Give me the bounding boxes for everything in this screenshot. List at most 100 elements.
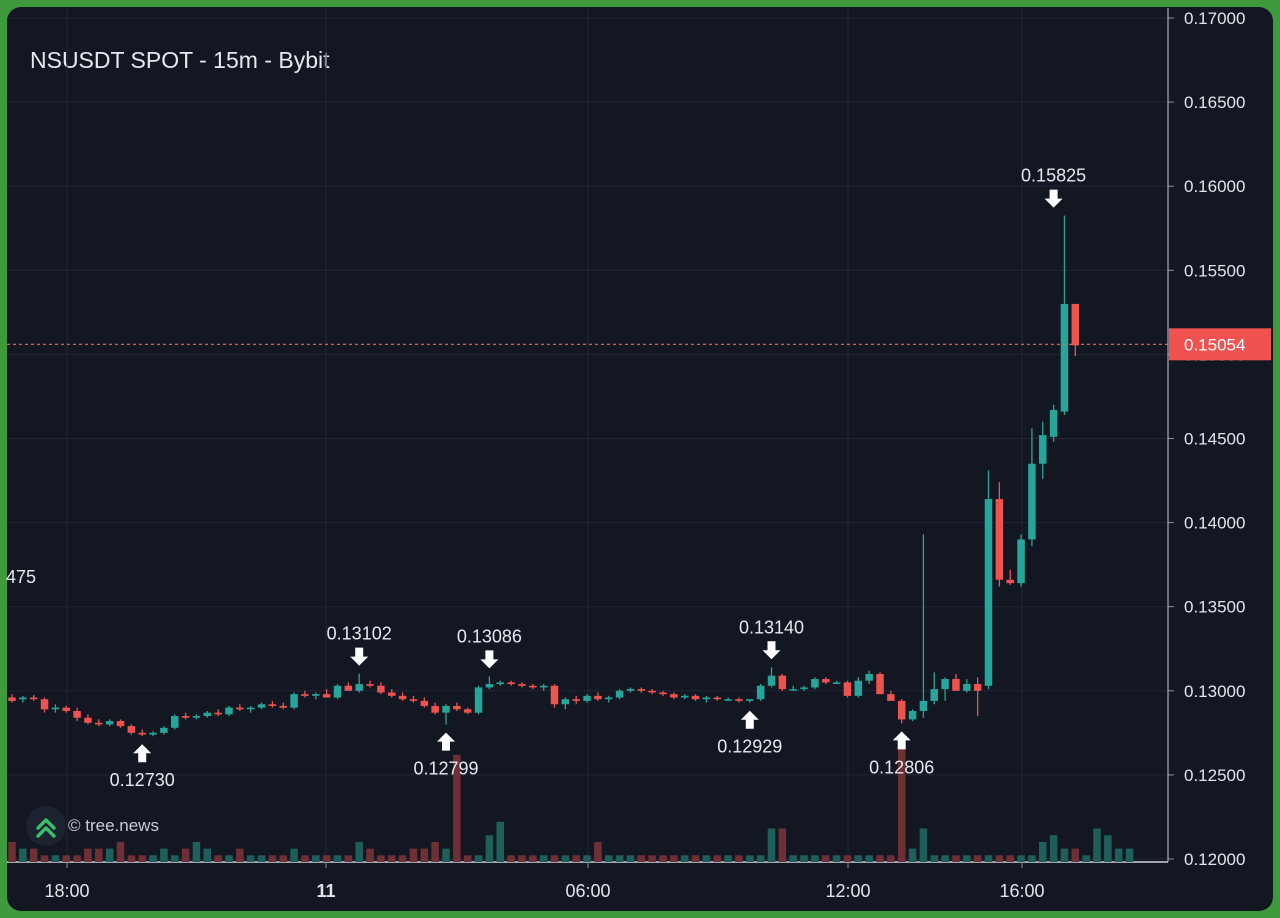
candle-body bbox=[1071, 303, 1080, 346]
volume-bar bbox=[246, 855, 255, 862]
candle-body bbox=[236, 707, 244, 710]
candle-body bbox=[388, 692, 396, 696]
candle-body bbox=[832, 682, 841, 684]
candle-body bbox=[1060, 303, 1069, 412]
candle-body bbox=[312, 694, 320, 696]
volume-bar bbox=[138, 855, 146, 862]
volume-bar bbox=[116, 841, 125, 862]
volume-bar bbox=[51, 855, 60, 862]
volume-bar bbox=[963, 855, 971, 862]
volume-bar bbox=[1114, 848, 1123, 862]
volume-bar bbox=[822, 855, 830, 862]
y-tick-label: 0.14500 bbox=[1184, 430, 1245, 449]
volume-bar bbox=[377, 855, 385, 862]
chart-title: NSUSDT SPOT - 15m - Bybit bbox=[30, 47, 330, 73]
volume-bar bbox=[811, 855, 819, 862]
candle-body bbox=[95, 722, 103, 725]
candle-body bbox=[62, 707, 70, 711]
candle-body bbox=[214, 712, 222, 715]
candle-body bbox=[973, 684, 982, 691]
credit-label: © tree.news bbox=[68, 816, 159, 835]
x-tick-label: 18:00 bbox=[44, 881, 89, 901]
candle-body bbox=[572, 699, 580, 701]
y-tick-label: 0.16000 bbox=[1184, 177, 1245, 196]
candle-body bbox=[333, 685, 342, 698]
volume-bar bbox=[203, 848, 212, 862]
candle-body bbox=[192, 716, 201, 718]
volume-bar bbox=[897, 741, 906, 862]
candle-body bbox=[301, 694, 309, 696]
volume-bar bbox=[691, 855, 700, 862]
candle-body bbox=[789, 689, 797, 691]
x-tick-label: 11 bbox=[316, 881, 335, 901]
volume-bar bbox=[550, 855, 559, 862]
candle-body bbox=[507, 682, 515, 685]
y-tick-label: 0.12500 bbox=[1184, 766, 1245, 785]
candle-body bbox=[138, 732, 146, 735]
volume-bar bbox=[529, 855, 537, 862]
candle-body bbox=[1028, 463, 1036, 540]
candle-body bbox=[539, 685, 548, 688]
y-tick-label: 0.15500 bbox=[1184, 261, 1245, 280]
candle-body bbox=[822, 679, 830, 683]
volume-bar bbox=[290, 848, 298, 862]
volume-bar bbox=[832, 855, 841, 862]
candle-body bbox=[615, 690, 624, 698]
volume-bar bbox=[941, 855, 949, 862]
candle-body bbox=[409, 699, 418, 701]
volume-bar bbox=[398, 855, 407, 862]
volume-bar bbox=[670, 855, 678, 862]
tree-news-logo bbox=[26, 806, 66, 846]
volume-bar bbox=[659, 855, 667, 862]
candle-body bbox=[930, 689, 938, 701]
volume-bar bbox=[322, 855, 331, 862]
candle-body bbox=[941, 679, 949, 690]
arrow-up-icon bbox=[892, 731, 911, 750]
volume-bar bbox=[388, 855, 396, 862]
candle-body bbox=[605, 697, 613, 700]
double-chevron-up-icon bbox=[36, 818, 56, 838]
candle-body bbox=[181, 716, 190, 718]
candle-body bbox=[680, 695, 689, 698]
volume-bar bbox=[854, 855, 863, 862]
candle-body bbox=[756, 685, 765, 700]
candle-body bbox=[854, 680, 863, 696]
volume-bar bbox=[572, 855, 580, 862]
candle-body bbox=[355, 684, 363, 691]
candle-body bbox=[735, 699, 743, 701]
y-tick-label: 0.17000 bbox=[1184, 9, 1245, 28]
volume-bar bbox=[463, 855, 472, 862]
volume-bar bbox=[876, 855, 884, 862]
candle-body bbox=[463, 709, 472, 713]
candle-body bbox=[474, 687, 483, 713]
candle-body bbox=[778, 675, 787, 690]
candle-body bbox=[637, 689, 646, 691]
cut-off-annotation-label: 475 bbox=[6, 567, 36, 587]
candle-body bbox=[344, 685, 353, 691]
volume-bar bbox=[225, 855, 233, 862]
arrow-up-icon bbox=[133, 744, 152, 763]
candle-body bbox=[29, 697, 38, 700]
volume-bar bbox=[561, 855, 570, 862]
candle-body bbox=[800, 687, 808, 690]
candle-body bbox=[561, 699, 570, 705]
x-tick-label: 16:00 bbox=[999, 881, 1044, 901]
candle-body bbox=[865, 673, 873, 681]
candle-body bbox=[377, 685, 385, 693]
volume-bar bbox=[420, 848, 429, 862]
chart-frame: NSUSDT SPOT - 15m - Bybit bbox=[7, 7, 1273, 911]
candle-body bbox=[8, 697, 16, 701]
volume-bar bbox=[919, 828, 928, 862]
volume-bar bbox=[539, 855, 548, 862]
volume-bar bbox=[1017, 855, 1025, 862]
volume-bar bbox=[301, 855, 309, 862]
volume-bar bbox=[1028, 855, 1036, 862]
volume-bar bbox=[268, 855, 277, 862]
volume-bar bbox=[908, 848, 917, 862]
volume-bar bbox=[843, 855, 852, 862]
volume-bar bbox=[1006, 855, 1014, 862]
candle-body bbox=[1017, 539, 1025, 584]
candle-body bbox=[116, 721, 125, 727]
high-annotation-label: 0.13086 bbox=[457, 626, 522, 646]
